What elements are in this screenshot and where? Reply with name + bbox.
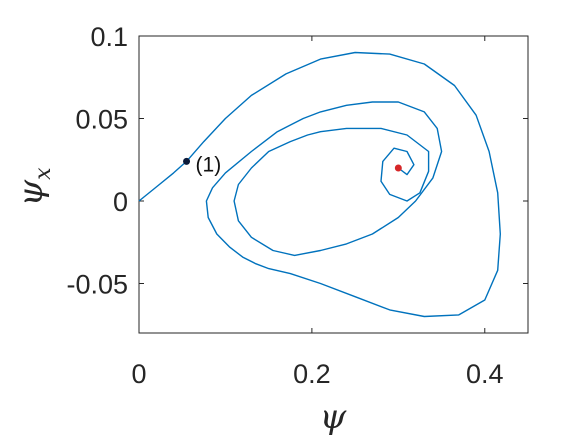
y-axis-label-subscript: x xyxy=(31,167,56,180)
axis-ticks: 0 0.2 0.4 -0.05 0 0.05 0.1 xyxy=(66,22,528,389)
points-layer: (1) xyxy=(183,153,402,176)
fixed-point-marker xyxy=(394,164,402,172)
y-axis-label: ψx xyxy=(11,167,56,207)
x-axis-label: ψ xyxy=(320,397,347,437)
series-layer xyxy=(138,51,501,318)
start-point-marker xyxy=(183,157,191,165)
plot-area xyxy=(138,35,529,334)
y-axis-label-base: ψ xyxy=(11,180,51,207)
y-tick-label: 0.05 xyxy=(75,105,128,135)
point-annotation: (1) xyxy=(196,153,222,176)
x-tick-label: 0.2 xyxy=(293,359,331,389)
y-tick-label: 0.1 xyxy=(90,22,128,52)
svg-text:ψx: ψx xyxy=(11,167,56,207)
x-tick-label: 0.4 xyxy=(466,359,504,389)
trajectory-line xyxy=(138,51,501,318)
y-tick-label: 0 xyxy=(113,187,128,217)
x-tick-label: 0 xyxy=(131,359,146,389)
y-tick-label: -0.05 xyxy=(66,270,128,300)
